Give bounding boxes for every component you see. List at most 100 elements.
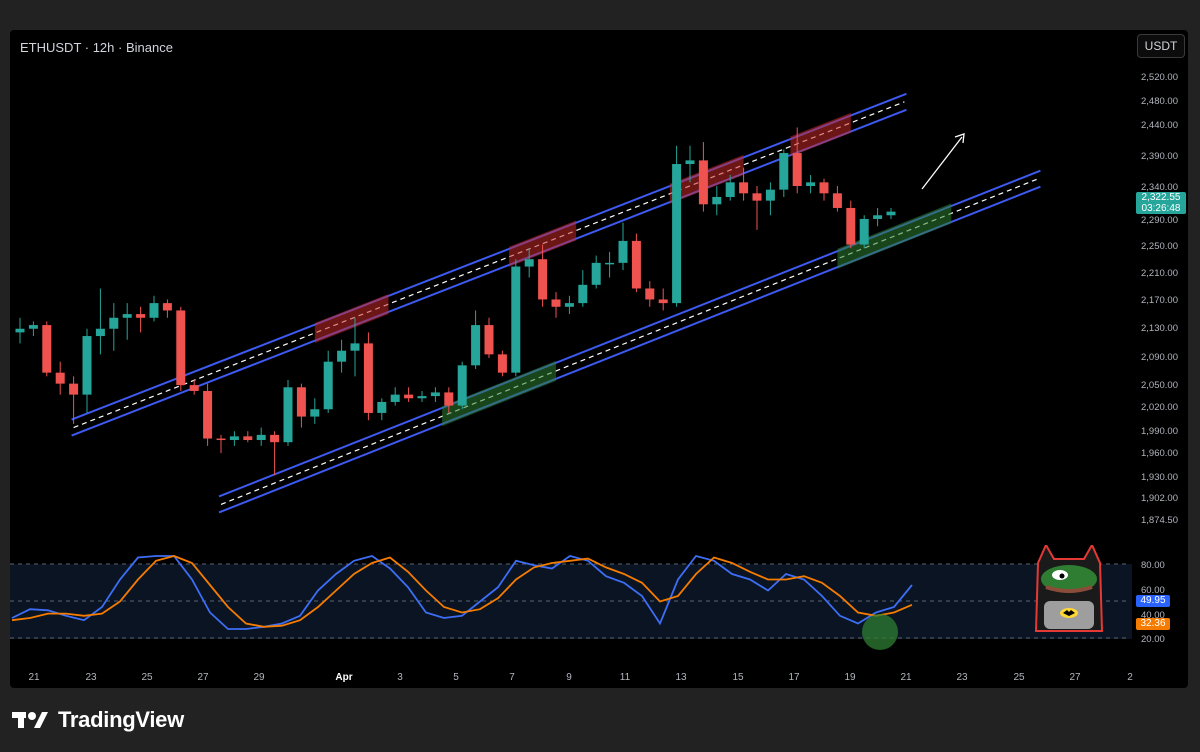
candle-body xyxy=(270,434,280,443)
candle-body xyxy=(337,350,347,362)
candle-body xyxy=(390,394,400,402)
candle-body xyxy=(283,387,293,443)
candle-body xyxy=(551,299,561,307)
candle-body xyxy=(444,392,454,406)
candle-body xyxy=(176,310,186,386)
candle-body xyxy=(122,314,132,318)
time-tick-label: Apr xyxy=(335,672,352,683)
symbol-label[interactable]: ETHUSDT · 12h · Binance xyxy=(20,40,173,55)
candle-body xyxy=(859,218,869,245)
candle-body xyxy=(136,314,146,318)
candle-body xyxy=(524,259,534,267)
candle-body xyxy=(417,396,427,399)
candle-body xyxy=(203,390,213,439)
oscillator-level-label: 20.00 xyxy=(1141,634,1165,645)
candle-body xyxy=(779,153,789,190)
candle-body xyxy=(886,211,896,216)
candle-body xyxy=(538,259,548,300)
resistance-zone-2 xyxy=(509,220,577,267)
upper-channel-midline xyxy=(73,101,905,429)
candle-body xyxy=(645,288,655,300)
price-tick-label: 2,020.00 xyxy=(1141,402,1178,413)
candle-body xyxy=(698,160,708,205)
price-tick-label: 2,210.00 xyxy=(1141,268,1178,279)
currency-button[interactable]: USDT xyxy=(1137,34,1185,58)
candle-body xyxy=(725,182,735,197)
support-zone-2 xyxy=(837,203,952,269)
candle-body xyxy=(712,196,722,205)
candle-body xyxy=(69,383,79,395)
candle-body xyxy=(792,153,802,186)
time-tick-label: 25 xyxy=(141,672,153,683)
price-tick-label: 2,340.00 xyxy=(1141,182,1178,193)
candle-body xyxy=(846,207,856,245)
time-tick-label: 2 xyxy=(1127,672,1133,683)
brand: TradingView xyxy=(12,707,184,733)
oscillator-level-label: 60.00 xyxy=(1141,585,1165,596)
price-tick-label: 2,390.00 xyxy=(1141,151,1178,162)
time-tick-label: 23 xyxy=(956,672,968,683)
time-tick-label: 9 xyxy=(566,672,572,683)
price-tick-label: 2,520.00 xyxy=(1141,72,1178,83)
candle-body xyxy=(806,182,816,186)
upper-channel-upper-line xyxy=(71,92,907,421)
time-tick-label: 21 xyxy=(900,672,912,683)
candle-body xyxy=(672,164,682,304)
candle-body xyxy=(618,240,628,263)
time-tick-label: 13 xyxy=(675,672,687,683)
candle-body xyxy=(605,262,615,265)
candle-body xyxy=(765,189,775,201)
candle-body xyxy=(82,336,92,395)
candle-body xyxy=(216,438,226,441)
candle-body xyxy=(404,394,414,399)
time-tick-label: 27 xyxy=(197,672,209,683)
candle-body xyxy=(149,303,159,318)
time-tick-label: 25 xyxy=(1013,672,1025,683)
candle-body xyxy=(296,387,306,417)
resistance-zone-1 xyxy=(314,294,389,343)
candle-body xyxy=(591,262,601,285)
time-tick-label: 15 xyxy=(732,672,744,683)
price-tick-label: 2,250.00 xyxy=(1141,241,1178,252)
candle-body xyxy=(323,361,333,410)
candle-body xyxy=(109,317,119,329)
resistance-zone-4 xyxy=(790,112,851,157)
time-tick-label: 29 xyxy=(253,672,265,683)
candle-body xyxy=(658,299,668,304)
price-tick-label: 1,930.00 xyxy=(1141,472,1178,483)
price-tick-label: 1,874.50 xyxy=(1141,515,1178,526)
candle-body xyxy=(256,434,266,441)
price-tick-label: 2,090.00 xyxy=(1141,352,1178,363)
arrow-icon xyxy=(921,136,963,190)
candle-body xyxy=(631,240,641,289)
candle-body xyxy=(578,284,588,304)
time-tick-label: 5 xyxy=(453,672,459,683)
oscillator-level-label: 40.00 xyxy=(1141,610,1165,621)
oversold-highlight-circle xyxy=(862,614,898,650)
candle-body xyxy=(484,325,494,355)
time-tick-label: 27 xyxy=(1069,672,1081,683)
pepe-batman-mascot-icon xyxy=(1034,545,1104,632)
d-value-tag: 32.36 xyxy=(1136,618,1170,630)
candle-body xyxy=(471,325,481,366)
candle-body xyxy=(55,372,65,384)
candle-body xyxy=(162,303,172,311)
candle-body xyxy=(310,409,320,417)
k-value-tag: 49.95 xyxy=(1136,595,1170,607)
brand-name: TradingView xyxy=(58,707,184,732)
candle-body xyxy=(752,193,762,201)
candle-layer xyxy=(15,127,896,476)
arrow-head-icon xyxy=(954,133,965,144)
time-tick-label: 11 xyxy=(620,672,631,683)
time-tick-label: 3 xyxy=(397,672,403,683)
price-tick-label: 1,902.00 xyxy=(1141,493,1178,504)
candle-body xyxy=(457,365,467,406)
candle-body xyxy=(15,328,25,333)
tradingview-logo-icon xyxy=(12,712,48,728)
candle-body xyxy=(832,193,842,208)
candle-body xyxy=(685,160,695,165)
last-price-value: 2,322.55 xyxy=(1141,192,1181,203)
price-tick-label: 1,990.00 xyxy=(1141,426,1178,437)
candle-body xyxy=(511,266,521,373)
